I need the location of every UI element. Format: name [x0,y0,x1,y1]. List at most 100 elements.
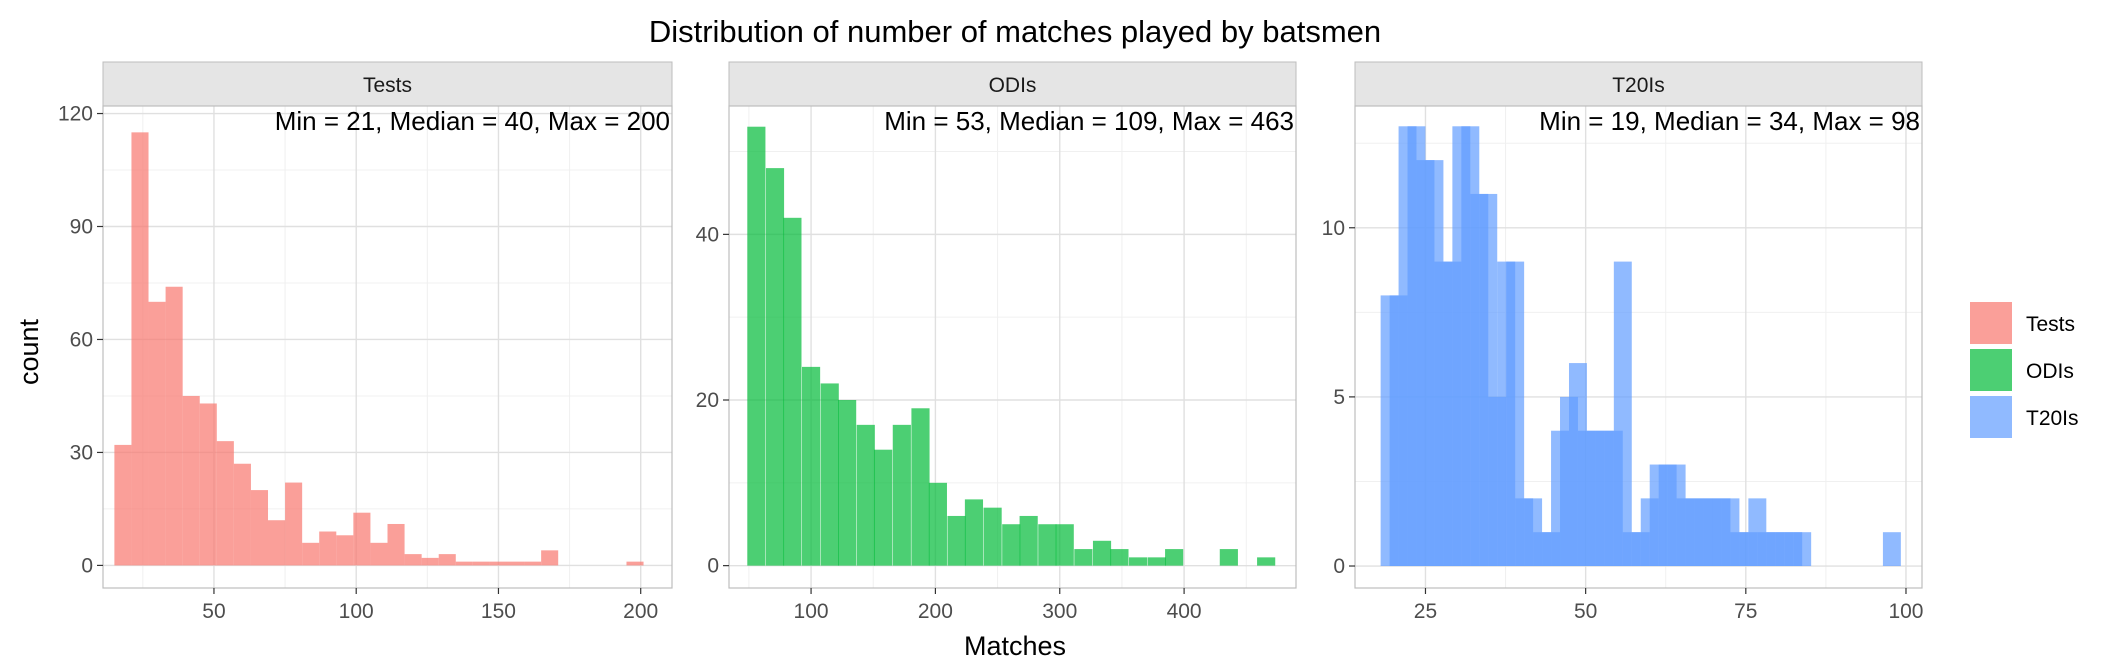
summary-annotation-odis: Min = 53, Median = 109, Max = 463 [884,106,1294,136]
histogram-bar [856,424,875,566]
x-tick-label: 50 [1574,600,1597,623]
strip-label-t20is: T20Is [1612,74,1665,97]
strip-odis [728,61,1297,107]
histogram-bar [1129,557,1148,566]
legend-label-tests: Tests [2026,313,2075,336]
histogram-bar [421,557,439,566]
histogram-bar [928,482,947,566]
strip-tests [102,61,673,107]
legend-label-odis: ODIs [2026,360,2074,383]
x-tick-label: 150 [481,600,516,623]
histogram-bar [783,217,802,566]
histogram-bar [524,561,542,566]
histogram-bar [626,561,644,566]
histogram-bar [131,132,149,566]
x-tick-label: 25 [1414,600,1437,623]
summary-annotation-tests: Min = 21, Median = 40, Max = 200 [275,106,670,136]
x-tick-label: 400 [1167,600,1202,623]
histogram-bar [1506,261,1525,567]
panel-tests: Tests Min = 21, Median = 40, Max = 200 50 1… [58,61,673,623]
y-tick-label: 0 [1333,555,1345,578]
histogram-bar [506,561,525,566]
y-tick-label: 120 [58,103,93,126]
y-tick-label: 90 [70,216,93,239]
y-tick-label: 60 [70,328,93,351]
histogram-bar [1219,549,1238,566]
legend-swatch-t20is [1970,396,2012,438]
histogram-bar [148,301,166,566]
histogram-bar [1147,557,1166,566]
histogram-bar [947,515,966,566]
histogram-bar [114,444,132,566]
histogram-bar [233,463,251,566]
x-tick-label: 100 [794,600,829,623]
histogram-bar [1613,261,1632,567]
histogram-bar [216,441,234,566]
y-tick-label: 20 [696,389,719,412]
y-tick-label: 0 [707,555,719,578]
histogram-bar [370,542,388,566]
x-tick-label: 200 [918,600,953,623]
histogram-bar [319,531,337,566]
histogram-bar [199,403,217,566]
histogram-bar [765,168,785,566]
x-tick-label: 50 [202,600,225,623]
histogram-bar [489,561,507,566]
histogram-bar [285,482,303,566]
y-axis-title: count [14,318,44,385]
x-tick-label: 300 [1042,600,1077,623]
histogram-bar [250,490,269,566]
legend-swatch-tests [1970,302,2012,344]
histogram-bar [1002,524,1021,566]
histogram-bar [455,561,473,566]
y-tick-label: 10 [1322,217,1345,240]
histogram-bar [165,286,183,566]
x-tick-label: 75 [1734,600,1757,623]
histogram-bar [983,507,1002,566]
summary-annotation-t20is: Min = 19, Median = 34, Max = 98 [1539,106,1920,136]
histogram-bar [336,535,354,566]
histogram-bar [1793,532,1812,567]
histogram-bar [1257,557,1276,566]
x-axis-title: Matches [964,631,1066,661]
histogram-bar [353,512,371,566]
bars-tests [114,132,644,566]
histogram-bar [302,542,320,566]
histogram-bar [1092,540,1112,566]
x-tick-label: 100 [339,600,374,623]
histogram-bar [268,520,286,566]
bars-t20is [1380,126,1901,567]
bars-odis [747,126,1276,566]
histogram-bar [1019,515,1038,566]
y-tick-label: 30 [70,441,93,464]
panel-odis: ODIs Min = 53, Median = 109, Max = 463 100… [696,61,1297,623]
legend-swatch-odis [1970,349,2012,391]
histogram-bar [820,383,839,566]
histogram-bar [747,126,766,566]
histogram-bar [1165,549,1184,566]
histogram-bar [801,366,821,566]
histogram-bar [1038,524,1057,566]
histogram-bar [472,561,490,566]
strip-t20is [1354,61,1923,107]
histogram-bar [964,499,984,566]
histogram-bar [892,424,911,566]
histogram-bar [1110,549,1129,566]
y-tick-label: 40 [696,223,719,246]
histogram-bar [438,554,456,566]
legend: Tests ODIs T20Is [1970,302,2079,438]
y-tick-label: 5 [1333,386,1345,409]
histogram-bar [182,395,200,566]
histogram-bar [404,554,422,566]
strip-label-odis: ODIs [989,74,1037,97]
histogram-bar [387,523,405,566]
histogram-bar [1055,524,1074,566]
panel-border [1354,105,1923,589]
histogram-bar [1074,549,1093,566]
histogram-bar [838,400,857,566]
histogram-bar [1882,532,1901,567]
legend-label-t20is: T20Is [2026,407,2079,430]
strip-label-tests: Tests [363,74,412,97]
